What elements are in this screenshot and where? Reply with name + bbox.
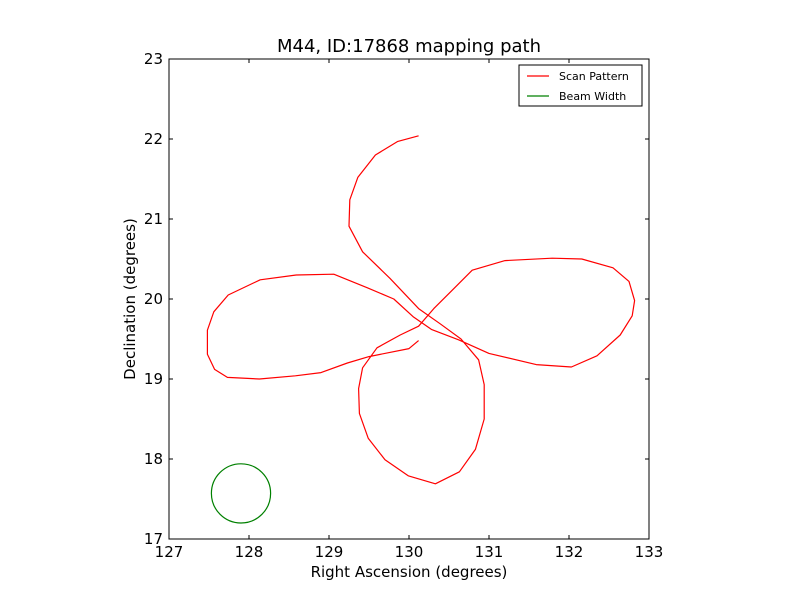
- x-tick-label: 133: [635, 543, 664, 561]
- x-tick-label: 132: [555, 543, 584, 561]
- y-tick-label: 17: [144, 530, 163, 548]
- chart-title: M44, ID:17868 mapping path: [277, 36, 541, 57]
- x-axis-label: Right Ascension (degrees): [311, 563, 508, 581]
- x-tick-label: 129: [315, 543, 344, 561]
- x-tick-label: 127: [155, 543, 184, 561]
- y-tick-label: 23: [144, 50, 163, 68]
- series-circle-beam-width: [210, 463, 272, 524]
- series-layer: [206, 135, 636, 524]
- series-line-scan-pattern: [206, 135, 636, 485]
- x-tick-label: 131: [475, 543, 504, 561]
- legend: Scan Pattern Beam Width: [518, 64, 643, 107]
- x-tick-label: 128: [235, 543, 264, 561]
- y-axis-label: Declination (degrees): [121, 218, 139, 380]
- legend-box: [518, 64, 643, 107]
- y-tick-label: 20: [144, 290, 163, 308]
- y-tick-label: 18: [144, 450, 163, 468]
- y-tick-label: 22: [144, 130, 163, 148]
- y-tick-label: 21: [144, 210, 163, 228]
- legend-label-beam-width: Beam Width: [559, 90, 626, 103]
- legend-label-scan-pattern: Scan Pattern: [559, 70, 629, 83]
- plot-area: 127 128 129 130 131 132 133 17 18 19 20 21 22 23: [144, 50, 663, 561]
- ticks-layer: 127 128 129 130 131 132 133 17 18 19 20 21 22 23: [144, 50, 663, 561]
- y-tick-label: 19: [144, 370, 163, 388]
- x-tick-label: 130: [395, 543, 424, 561]
